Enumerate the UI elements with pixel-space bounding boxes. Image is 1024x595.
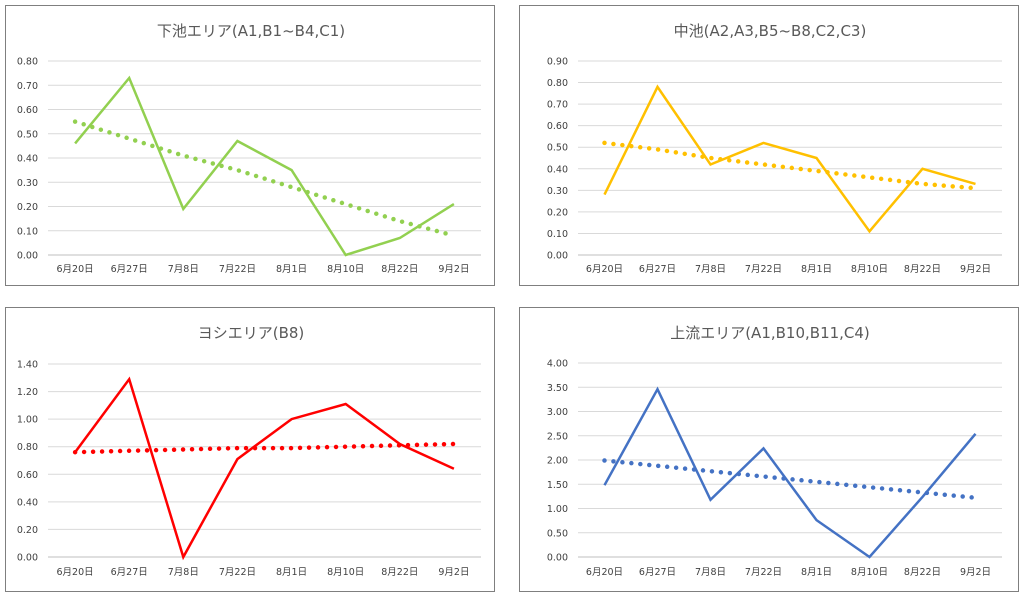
y-tick-label: 3.00: [547, 407, 568, 418]
y-tick-label: 0.30: [17, 178, 38, 189]
x-tick-label: 8月22日: [381, 264, 418, 275]
x-tick-label: 8月1日: [276, 567, 307, 578]
trendline-series: [72, 119, 457, 238]
x-tick-label: 8月22日: [381, 567, 418, 578]
y-tick-label: 0.80: [17, 442, 38, 453]
line-series: [74, 376, 455, 561]
y-tick-label: 1.20: [17, 387, 38, 398]
x-tick-label: 7月8日: [695, 567, 726, 578]
y-tick-label: 0.20: [17, 202, 38, 213]
chart-panel-1: 下池エリア(A1,B1~B4,C1) 0.00 0.10 0.20 0.30 0.40 0.…: [5, 5, 495, 286]
x-tick-label: 6月27日: [111, 264, 148, 275]
trendline-series: [602, 458, 978, 501]
x-tick-label: 7月8日: [168, 567, 199, 578]
x-tick-label: 8月10日: [327, 567, 364, 578]
x-tick-label: 7月8日: [695, 264, 726, 275]
y-tick-label: 0.00: [547, 553, 568, 564]
line-series: [603, 386, 977, 559]
chart-panel-3: ヨシエリア(B8) 0.00 0.20 0.40 0.60 0.80 1.00 1.20 1.4…: [5, 307, 495, 592]
x-tick-label: 7月22日: [745, 264, 782, 275]
y-tick-label: 0.10: [547, 229, 568, 240]
x-tick-label: 6月27日: [639, 264, 676, 275]
chart-panel-2: 中池(A2,A3,B5~B8,C2,C3) 0.00 0.10 0.20 0.30 0.4…: [519, 5, 1019, 286]
y-tick-label: 0.30: [547, 186, 568, 197]
y-tick-label: 0.60: [17, 105, 38, 116]
chart-svg-2: 中池(A2,A3,B5~B8,C2,C3) 0.00 0.10 0.20 0.30 0.4…: [547, 22, 1002, 275]
x-tick-label: 8月22日: [904, 567, 941, 578]
y-tick-label: 0.00: [17, 553, 38, 564]
y-tick-label: 0.60: [17, 470, 38, 481]
line-series: [74, 75, 455, 257]
y-tick-label: 0.70: [547, 100, 568, 111]
chart-title: ヨシエリア(B8): [198, 324, 305, 342]
x-tick-label: 6月20日: [586, 567, 623, 578]
chart-title: 下池エリア(A1,B1~B4,C1): [157, 22, 345, 40]
trendline-series: [602, 140, 978, 191]
chart-svg-4: 上流エリア(A1,B10,B11,C4) 0.00 0.50 1.00 1.50 2.00…: [547, 324, 1002, 578]
x-tick-label: 6月20日: [56, 567, 93, 578]
y-tick-label: 0.80: [547, 78, 568, 89]
y-tick-label: 0.40: [547, 164, 568, 175]
x-tick-label: 9月2日: [960, 567, 991, 578]
line-series: [603, 84, 976, 234]
x-tick-label: 7月22日: [219, 567, 256, 578]
trendline-series: [72, 441, 457, 455]
y-tick-label: 0.40: [17, 497, 38, 508]
y-tick-label: 0.00: [547, 251, 568, 262]
chart-panel-4: 上流エリア(A1,B10,B11,C4) 0.00 0.50 1.00 1.50 2.00…: [519, 307, 1019, 592]
y-tick-label: 2.50: [547, 431, 568, 442]
y-tick-label: 0.90: [547, 57, 568, 68]
x-tick-label: 7月22日: [219, 264, 256, 275]
y-tick-label: 0.50: [17, 129, 38, 140]
x-tick-label: 8月10日: [851, 567, 888, 578]
chart-title: 中池(A2,A3,B5~B8,C2,C3): [674, 22, 867, 40]
y-tick-label: 1.40: [17, 360, 38, 371]
y-tick-label: 2.00: [547, 456, 568, 467]
y-tick-label: 0.60: [547, 121, 568, 132]
x-tick-label: 6月27日: [639, 567, 676, 578]
x-tick-label: 8月10日: [327, 264, 364, 275]
x-tick-label: 9月2日: [438, 264, 469, 275]
y-tick-label: 0.00: [17, 251, 38, 262]
x-tick-label: 6月27日: [111, 567, 148, 578]
x-tick-label: 8月10日: [851, 264, 888, 275]
x-tick-label: 9月2日: [960, 264, 991, 275]
y-tick-label: 0.50: [547, 143, 568, 154]
y-tick-label: 0.10: [17, 226, 38, 237]
x-tick-label: 7月22日: [745, 567, 782, 578]
y-tick-label: 1.00: [547, 504, 568, 515]
y-tick-label: 1.00: [17, 415, 38, 426]
x-tick-label: 9月2日: [438, 567, 469, 578]
y-tick-label: 0.40: [17, 154, 38, 165]
y-tick-label: 0.20: [547, 207, 568, 218]
x-tick-label: 8月22日: [904, 264, 941, 275]
y-tick-label: 0.20: [17, 525, 38, 536]
y-tick-label: 4.00: [547, 359, 568, 370]
y-tick-label: 3.50: [547, 383, 568, 394]
x-tick-label: 8月1日: [276, 264, 307, 275]
y-tick-label: 1.50: [547, 480, 568, 491]
x-tick-label: 8月1日: [801, 567, 832, 578]
x-tick-label: 7月8日: [168, 264, 199, 275]
y-tick-label: 0.50: [547, 528, 568, 539]
y-tick-label: 0.80: [17, 57, 38, 68]
chart-svg-3: ヨシエリア(B8) 0.00 0.20 0.40 0.60 0.80 1.00 1.20 1.4…: [17, 324, 481, 578]
y-tick-label: 0.70: [17, 81, 38, 92]
chart-title: 上流エリア(A1,B10,B11,C4): [670, 324, 870, 342]
x-tick-label: 8月1日: [801, 264, 832, 275]
x-tick-label: 6月20日: [56, 264, 93, 275]
x-tick-label: 6月20日: [586, 264, 623, 275]
chart-svg-1: 下池エリア(A1,B1~B4,C1) 0.00 0.10 0.20 0.30 0.40 0.…: [17, 22, 481, 275]
